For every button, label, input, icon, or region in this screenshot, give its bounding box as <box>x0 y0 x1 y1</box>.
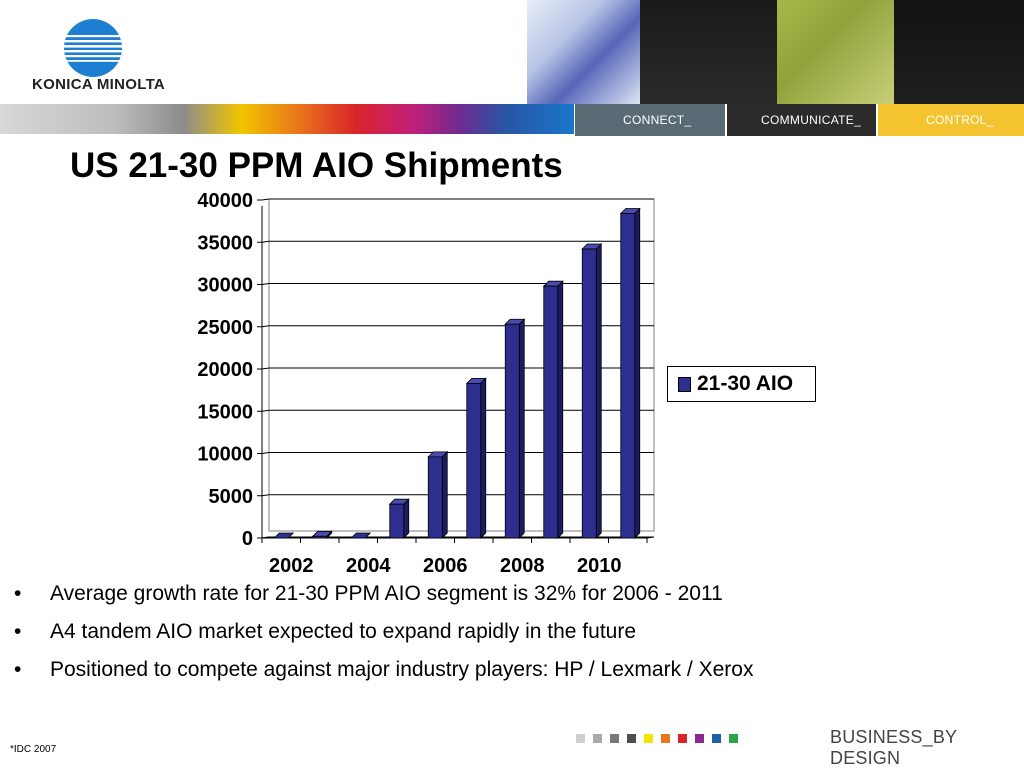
bar-side <box>518 318 525 539</box>
y-tick-label: 20000 <box>197 359 253 381</box>
bar <box>504 323 520 539</box>
grid-depth-line <box>261 325 270 328</box>
grid-depth-line <box>261 198 270 201</box>
bar <box>466 382 482 539</box>
grid-depth-line <box>261 240 270 243</box>
footer-dot <box>678 734 687 743</box>
bullet-item: Positioned to compete against major indu… <box>14 654 854 686</box>
source-note: *IDC 2007 <box>10 744 57 755</box>
bar-side <box>480 377 487 539</box>
bullet-item: Average growth rate for 21-30 PPM AIO se… <box>14 578 854 610</box>
bar-side <box>403 498 410 539</box>
bar <box>427 456 443 539</box>
tab-communicate[interactable]: COMMUNICATE_ <box>727 104 876 136</box>
legend-label: 21-30 AIO <box>697 372 794 395</box>
grid-depth-line <box>261 494 270 497</box>
y-tick-label: 30000 <box>197 275 253 297</box>
footer-dot <box>712 734 721 743</box>
y-tick-label: 35000 <box>197 232 253 254</box>
y-tick-label: 10000 <box>197 444 253 466</box>
legend-swatch <box>678 376 691 392</box>
logo-text: KONICA MINOLTA <box>32 76 166 93</box>
bar <box>312 535 328 539</box>
bar <box>543 285 559 539</box>
x-tick-label: 2006 <box>423 555 468 577</box>
footer-dot <box>729 734 738 743</box>
bar <box>620 213 636 539</box>
bar <box>273 532 295 539</box>
grid-depth-line <box>261 367 270 370</box>
bar <box>581 248 597 539</box>
header-photo-flower <box>527 0 640 104</box>
x-tick-label: 2008 <box>500 555 545 577</box>
footer-dot <box>627 734 636 743</box>
y-tick-label: 5000 <box>209 486 254 508</box>
footer-color-dots <box>576 734 738 743</box>
footer-dot <box>610 734 619 743</box>
header-photo-woman <box>777 0 894 104</box>
slide-title: US 21-30 PPM AIO Shipments <box>70 146 563 185</box>
y-tick-label: 25000 <box>197 317 253 339</box>
footer-dot <box>593 734 602 743</box>
footer-dot <box>695 734 704 743</box>
bar-side <box>634 207 641 539</box>
bar-side <box>557 280 564 539</box>
x-tick-label: 2010 <box>577 555 622 577</box>
grid-depth-line <box>261 452 270 454</box>
header-photo-printer <box>640 0 777 104</box>
y-tick-label: 0 <box>242 528 253 550</box>
footer-dot <box>644 734 653 743</box>
konica-minolta-logo-icon <box>64 19 122 77</box>
tagline: BUSINESS_BY DESIGN <box>830 727 957 768</box>
x-tick-label: 2002 <box>269 555 314 577</box>
grid-depth-line <box>261 409 270 412</box>
header-photo-device <box>894 0 1024 104</box>
footer-dot <box>661 734 670 743</box>
x-tick-label: 2004 <box>346 555 391 577</box>
bar-side <box>595 243 602 539</box>
y-tick-label: 15000 <box>197 401 253 423</box>
chart-legend: 21-30 AIO <box>667 366 816 402</box>
grid-depth-line <box>261 283 270 285</box>
bullet-item: A4 tandem AIO market expected to expand … <box>14 616 854 648</box>
bar <box>350 532 372 539</box>
footer-dot <box>576 734 585 743</box>
bar <box>389 503 405 539</box>
bullet-list: Average growth rate for 21-30 PPM AIO se… <box>14 578 854 692</box>
tab-connect[interactable]: CONNECT_ <box>575 104 725 136</box>
bar-side <box>441 450 448 539</box>
y-tick-label: 40000 <box>197 190 253 212</box>
tab-control[interactable]: CONTROL_ <box>878 104 1024 136</box>
header-color-stripe <box>0 104 574 134</box>
